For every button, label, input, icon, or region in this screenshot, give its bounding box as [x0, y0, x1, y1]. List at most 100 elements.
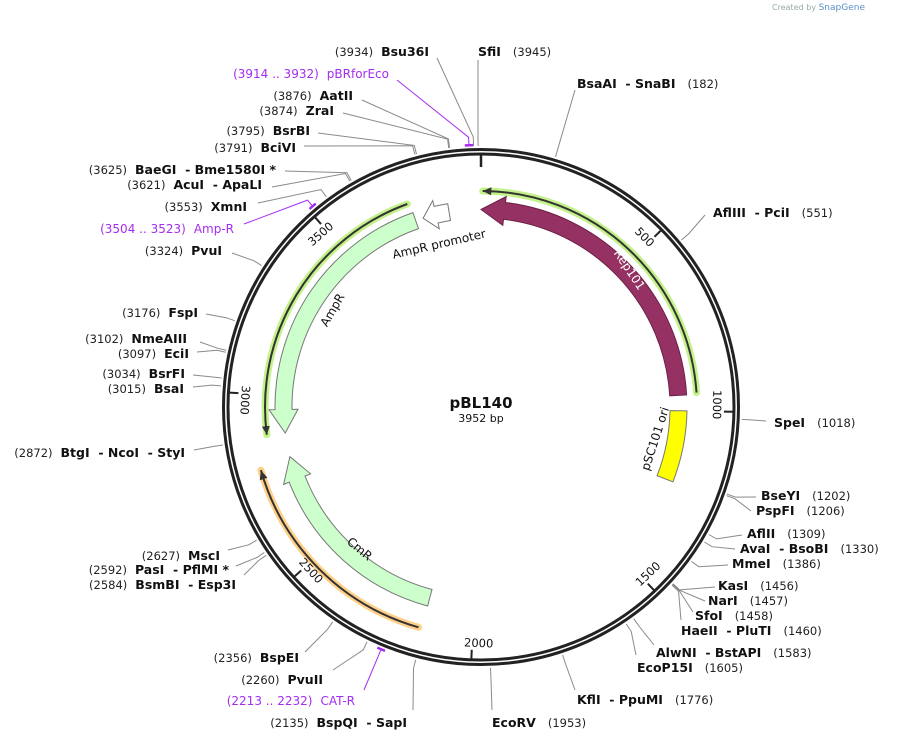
site-leader-line	[192, 374, 222, 379]
backbone	[222, 148, 740, 666]
restriction-site-label[interactable]: AflIII - PciI (551)	[713, 205, 833, 220]
restriction-site-label[interactable]: SpeI (1018)	[774, 415, 855, 430]
restriction-site-label[interactable]: (3176) FspI	[122, 305, 198, 320]
tick-mark	[653, 229, 662, 238]
site-position: (3102)	[85, 332, 123, 346]
site-position: (1018)	[817, 416, 855, 430]
site-name: BsrBI	[273, 123, 310, 138]
primer-label[interactable]: (3504 .. 3523) Amp-R	[100, 222, 234, 236]
orf-line[interactable]	[264, 203, 408, 435]
site-position: (1206)	[807, 504, 845, 518]
restriction-site-label[interactable]: KflI - PpuMI (1776)	[577, 692, 713, 707]
orf-arrowhead	[259, 470, 268, 481]
snapgene-logo: SnapGene	[818, 3, 865, 13]
site-name: SpeI	[774, 415, 805, 430]
site-leader-line	[412, 659, 417, 711]
restriction-site-label[interactable]: (3553) XmnI	[165, 199, 247, 214]
site-name: ZraI	[306, 103, 334, 118]
restriction-site-label[interactable]: (3102) NmeAIII	[85, 331, 187, 346]
restriction-site-label[interactable]: SfiI (3945)	[478, 44, 551, 59]
site-leader-line	[672, 583, 716, 591]
restriction-site-label[interactable]: AlwNI - BstAPI (1583)	[656, 645, 812, 660]
restriction-site-label[interactable]: (2356) BspEI	[214, 650, 299, 665]
site-leader-line	[363, 648, 382, 691]
restriction-site-label[interactable]: (3621) AcuI - ApaLI	[127, 177, 262, 192]
tick-label: 500	[632, 224, 657, 249]
site-name: EcoRV	[492, 715, 536, 730]
backbone-inner-strand	[226, 152, 736, 662]
site-leader-line	[672, 584, 694, 613]
site-position: (1202)	[812, 489, 850, 503]
orf-line[interactable]	[259, 469, 419, 629]
tick-label: 3000	[237, 385, 253, 415]
restriction-site-label[interactable]: (3876) AatII	[273, 88, 353, 103]
restriction-site-label[interactable]: BseYI (1202)	[761, 488, 850, 503]
tick-label: 1000	[710, 390, 725, 420]
site-name: PasI - PflMI *	[135, 562, 229, 577]
site-leader-line	[227, 539, 257, 551]
restriction-site-label[interactable]: (3097) EciI	[118, 346, 189, 361]
site-name: SfiI	[478, 44, 501, 59]
restriction-site-label[interactable]: (3791) BciVI	[214, 140, 296, 155]
restriction-site-label[interactable]: (3015) BsaI	[108, 381, 184, 396]
restriction-site-label[interactable]: (2584) BsmBI - Esp3I	[89, 577, 236, 592]
site-leader-line	[672, 583, 706, 602]
feature-rep101[interactable]	[480, 195, 688, 397]
restriction-site-label[interactable]: SfoI (1458)	[695, 608, 773, 623]
site-leader-line	[205, 313, 235, 322]
site-position: (2872)	[14, 446, 52, 460]
restriction-site-label[interactable]: AflII (1309)	[747, 526, 826, 541]
restriction-site-label[interactable]: (3625) BaeGI - Bme1580I *	[89, 162, 277, 177]
site-position: (1583)	[773, 646, 811, 660]
primer-binding-mark[interactable]	[376, 646, 386, 652]
site-position: (3504 .. 3523)	[100, 222, 186, 236]
restriction-site-label[interactable]: EcoP15I (1605)	[637, 660, 743, 675]
primer-label[interactable]: (2213 .. 2232) CAT-R	[227, 694, 355, 708]
restriction-site-label[interactable]: (2135) BspQI - SapI	[270, 715, 407, 730]
restriction-site-label[interactable]: (2592) PasI - PflMI *	[89, 562, 230, 577]
restriction-site-label[interactable]: (2260) PvuII	[241, 672, 323, 687]
restriction-site-label[interactable]: AvaI - BsoBI (1330)	[740, 541, 879, 556]
restriction-site-label[interactable]: NarI (1457)	[708, 593, 788, 608]
restriction-site-label[interactable]: EcoRV (1953)	[492, 715, 586, 730]
restriction-site-label[interactable]: (3034) BsrFI	[102, 366, 185, 381]
restriction-site-label[interactable]: KasI (1456)	[718, 578, 798, 593]
site-labels: (3934) Bsu36I (3914 .. 3932) pBRforEco (3876…	[14, 44, 878, 730]
feature-cmr[interactable]	[282, 455, 433, 607]
tick-mark	[229, 391, 239, 395]
site-name: HaeII - PluTI	[681, 623, 771, 638]
site-position: (1457)	[750, 594, 788, 608]
plasmid-length: 3952 bp	[458, 412, 503, 425]
site-leader-line	[199, 341, 227, 351]
primer-label[interactable]: (3914 .. 3932) pBRforEco	[233, 67, 389, 81]
restriction-site-label[interactable]: (3874) ZraI	[259, 103, 334, 118]
restriction-site-label[interactable]: (3795) BsrBI	[226, 123, 310, 138]
primer-binding-mark[interactable]	[308, 202, 317, 210]
restriction-site-label[interactable]: (2872) BtgI - NcoI - StyI	[14, 445, 185, 460]
orf-arrowhead	[482, 187, 492, 196]
restriction-site-label[interactable]: MmeI (1386)	[732, 556, 821, 571]
site-position: (3876)	[273, 89, 311, 103]
site-leader-line	[304, 621, 334, 653]
site-name: FspI	[168, 305, 198, 320]
restriction-site-label[interactable]: PspFI (1206)	[756, 503, 845, 518]
restriction-site-label[interactable]: BsaAI - SnaBI (182)	[577, 76, 718, 91]
orf-line[interactable]	[482, 190, 698, 393]
site-leader-line	[671, 584, 682, 621]
restriction-site-label[interactable]: (2627) MscI	[142, 548, 220, 563]
feature-psc101-ori[interactable]	[656, 410, 688, 483]
site-position: (2356)	[214, 651, 252, 665]
site-position: (3176)	[122, 306, 160, 320]
site-position: (1953)	[548, 716, 586, 730]
feature-ampr-promoter[interactable]	[422, 199, 452, 230]
tick-label: 3500	[305, 219, 336, 249]
feature-ampr[interactable]	[268, 211, 420, 434]
restriction-site-label[interactable]: (3324) PvuI	[145, 243, 222, 258]
site-leader-line	[303, 145, 416, 155]
site-position: (1309)	[787, 527, 825, 541]
restriction-site-label[interactable]: (3934) Bsu36I	[335, 44, 429, 59]
restriction-site-label[interactable]: HaeII - PluTI (1460)	[681, 623, 822, 638]
site-name: CAT-R	[320, 694, 355, 708]
feature-layer	[268, 195, 688, 607]
